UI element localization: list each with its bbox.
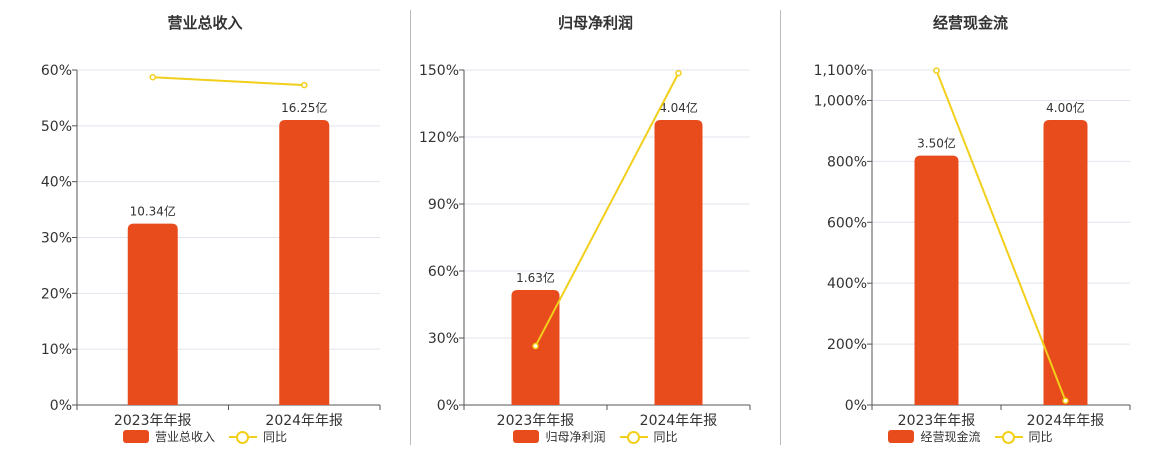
yoy-point <box>933 67 940 74</box>
legend-line-swatch <box>619 430 648 444</box>
bar-data-label: 16.25亿 <box>281 100 327 115</box>
legend-line-swatch <box>229 430 257 444</box>
y-tick-label: 200% <box>827 337 867 353</box>
yoy-point <box>301 81 308 89</box>
y-tick-label: 600% <box>827 215 867 231</box>
legend-bar-label: 归母净利润 <box>545 430 606 444</box>
y-tick-label: 10% <box>41 342 72 358</box>
legend-line-label: 同比 <box>653 430 678 444</box>
legend-bar-swatch <box>122 430 149 443</box>
yoy-line <box>534 72 680 347</box>
bar <box>127 223 178 405</box>
bar-data-label: 4.04亿 <box>659 100 698 115</box>
y-tick-label: 20% <box>41 286 72 302</box>
legend-bar-swatch <box>513 430 540 443</box>
chart-panel-net-profit: 归母净利润 0% 30% 60% 90% 120% 150% 1.63亿 2023年年报 4.0… <box>411 0 780 450</box>
chart-title: 经营现金流 <box>932 14 1008 32</box>
legend-line-swatch <box>994 430 1023 444</box>
yoy-line <box>152 76 305 87</box>
legend-line-label: 同比 <box>263 430 288 444</box>
bar <box>654 120 703 405</box>
chart-title: 归母净利润 <box>557 14 633 32</box>
bar-data-label: 3.50亿 <box>917 136 956 151</box>
divider <box>780 10 781 445</box>
yoy-point <box>1062 397 1069 404</box>
chart-cash-flow: 0% 200% 400% 600% 800% 1,000% 1,100% 3.50亿 2023年… <box>814 63 1131 429</box>
yoy-point <box>532 342 539 350</box>
legend-bar-label: 营业总收入 <box>154 430 215 444</box>
bar-data-label: 10.34亿 <box>130 204 176 219</box>
bar <box>279 120 330 405</box>
x-tick-label: 2024年年报 <box>1027 413 1105 429</box>
x-tick-label: 2024年年报 <box>640 413 718 429</box>
chart-panel-cash-flow: 经营现金流 0% 200% 400% 600% 800% 1,000% 1,100% 3.50… <box>781 0 1160 450</box>
yoy-line <box>935 70 1067 402</box>
yoy-point <box>149 74 156 81</box>
y-tick-label: 1,000% <box>814 93 867 109</box>
bar-data-label: 1.63亿 <box>516 270 555 285</box>
y-tick-label: 120% <box>419 130 459 146</box>
y-tick-label: 800% <box>827 154 867 170</box>
legend: 营业总收入 同比 <box>0 428 410 445</box>
y-tick-label: 400% <box>827 276 867 292</box>
x-tick-label: 2023年年报 <box>114 413 192 429</box>
y-tick-label: 1,100% <box>814 63 867 79</box>
legend: 归母净利润 同比 <box>411 428 780 445</box>
y-tick-label: 30% <box>41 231 72 247</box>
y-tick-label: 40% <box>41 175 72 191</box>
chart-net-profit: 0% 30% 60% 90% 120% 150% 1.63亿 2023年年报 4.04亿 2024… <box>419 63 751 429</box>
y-tick-label: 60% <box>428 264 459 280</box>
legend-bar-swatch <box>888 430 915 443</box>
x-tick-label: 2023年年报 <box>497 413 575 429</box>
y-tick-label: 150% <box>419 63 459 79</box>
x-tick-label: 2023年年报 <box>898 413 976 429</box>
y-tick-label: 30% <box>428 331 459 347</box>
bar <box>1043 120 1088 405</box>
yoy-point <box>675 69 682 77</box>
y-tick-label: 0% <box>50 398 72 414</box>
y-tick-label: 0% <box>845 398 867 414</box>
chart-revenue: 0% 10% 20% 30% 40% 50% 60% 10.34亿 2023年年报 16.25亿 2… <box>41 63 381 429</box>
y-tick-label: 60% <box>41 63 72 79</box>
bar <box>914 155 959 405</box>
legend: 经营现金流 同比 <box>781 428 1160 445</box>
chart-panel-revenue: 营业总收入 0% 10% 20% 30% 40% 50% 60% 10.34亿 2023年年报 1… <box>0 0 410 450</box>
y-tick-label: 0% <box>437 398 459 414</box>
bar-data-label: 4.00亿 <box>1046 100 1085 115</box>
y-tick-label: 50% <box>41 119 72 135</box>
x-tick-label: 2024年年报 <box>265 413 343 429</box>
chart-title: 营业总收入 <box>167 14 243 32</box>
y-tick-label: 90% <box>428 197 459 213</box>
legend-line-label: 同比 <box>1028 430 1053 444</box>
legend-bar-label: 经营现金流 <box>920 430 981 444</box>
divider <box>410 10 411 445</box>
